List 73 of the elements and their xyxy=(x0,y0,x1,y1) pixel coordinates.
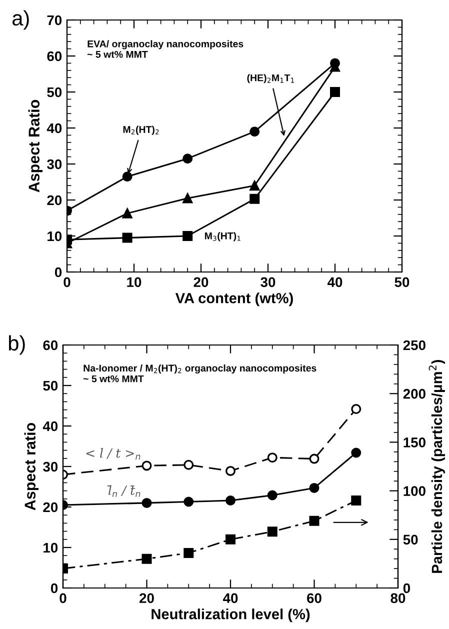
point xyxy=(267,526,278,537)
point xyxy=(182,154,193,164)
point xyxy=(351,404,362,414)
y-tick-label: 50 xyxy=(43,380,58,391)
y-tick-label: 0 xyxy=(54,267,62,278)
x-tick-label: 60 xyxy=(307,593,322,604)
y-tick-label: 30 xyxy=(43,462,58,472)
y2-tick-label: 150 xyxy=(404,438,426,448)
point xyxy=(122,208,132,218)
annotation: M$_{2}$(HT)$_{2}$ xyxy=(123,126,159,135)
y2-tick-label: 200 xyxy=(403,388,426,399)
point xyxy=(250,180,260,191)
annotation: M$_{3}$(HT)$_{1}$ xyxy=(205,232,240,242)
point xyxy=(250,194,260,204)
y2-tick-label: 0 xyxy=(403,583,410,594)
x-tick-label: 40 xyxy=(327,277,342,288)
y-tick-label: 0 xyxy=(50,583,58,594)
point xyxy=(351,496,362,506)
y2-tick-label: 100 xyxy=(404,486,426,496)
y2-tick-label: 50 xyxy=(403,534,418,545)
point xyxy=(226,496,236,506)
chart-title: a) xyxy=(12,10,29,30)
point xyxy=(226,466,236,476)
chart-title: b) xyxy=(8,335,25,355)
y-tick-label: 50 xyxy=(47,87,62,98)
point xyxy=(267,490,278,500)
point xyxy=(250,126,260,137)
y-tick-label: 70 xyxy=(47,15,62,26)
y-tick-label: 40 xyxy=(46,123,62,134)
y2-tick-label: 250 xyxy=(403,340,426,350)
x-tick-label: 40 xyxy=(222,593,238,604)
series-label: l̄$_{n}$ / t̄$_{n}$ xyxy=(107,485,140,497)
point xyxy=(142,460,152,471)
point xyxy=(122,232,132,243)
y-axis-title: Aspect Ratio xyxy=(28,100,43,192)
x-tick-label: 30 xyxy=(260,277,276,288)
point xyxy=(309,516,320,526)
text: Na-Ionomer / M$_{2}$(HT)$_{2}$ organoclay nanocomposites ~ 5 wt% MMT xyxy=(83,364,316,382)
x-tick-label: 10 xyxy=(127,277,142,288)
point xyxy=(330,87,340,97)
point xyxy=(309,454,320,464)
point xyxy=(122,172,132,182)
y-tick-label: 20 xyxy=(47,195,62,206)
point xyxy=(184,460,194,470)
point xyxy=(351,448,362,458)
series-label: < l / t >$_{n}$ xyxy=(86,448,140,460)
y-tick-label: 30 xyxy=(47,159,62,170)
y2-axis-title: Particle density (particles/μm$^{2}$) xyxy=(428,360,445,573)
point xyxy=(182,193,193,204)
annotation: (HE)$_{2}$M$_{1}$T$_{1}$ xyxy=(247,74,294,84)
y-tick-label: 10 xyxy=(44,542,58,553)
x-tick-label: 50 xyxy=(394,277,410,288)
point xyxy=(184,548,194,558)
point xyxy=(184,496,194,507)
annotation: EVA/ organoclay nanocomposites ~ 5 wt% MMT xyxy=(87,40,244,58)
y-tick-label: 20 xyxy=(43,502,58,512)
point xyxy=(309,482,320,493)
x-tick-label: 20 xyxy=(194,277,208,288)
point xyxy=(142,498,152,508)
point xyxy=(142,554,152,564)
point xyxy=(182,231,193,241)
y-tick-label: 10 xyxy=(48,231,62,242)
point xyxy=(226,534,236,544)
x-axis-title: VA content (wt%) xyxy=(175,292,293,306)
y-tick-label: 60 xyxy=(43,340,58,350)
x-tick-label: 0 xyxy=(64,277,70,288)
y-tick-label: 60 xyxy=(47,51,62,62)
x-tick-label: 80 xyxy=(390,593,406,604)
y-axis-title: Aspect ratio xyxy=(24,422,39,510)
x-tick-label: 20 xyxy=(140,593,154,604)
x-axis-title: Neutralization level (%) xyxy=(152,608,310,622)
y-tick-label: 40 xyxy=(42,421,58,432)
point xyxy=(267,452,278,463)
